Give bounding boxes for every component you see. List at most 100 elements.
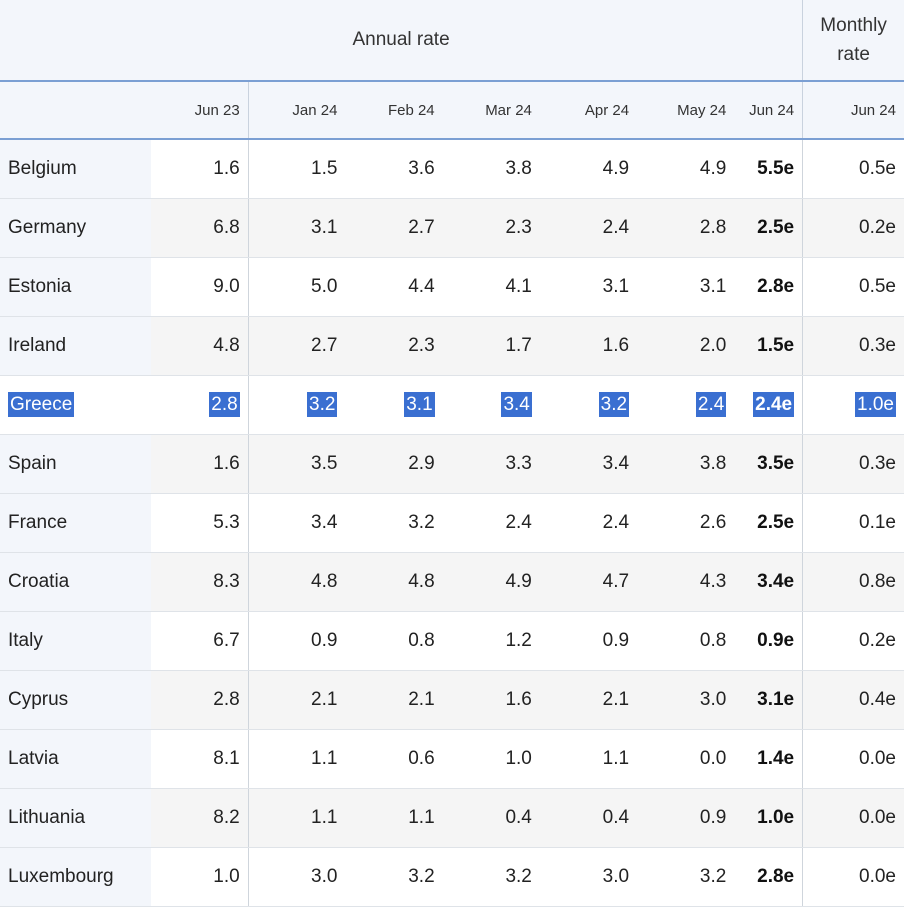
annual-rate-cell: 0.0 — [637, 729, 735, 789]
period-header: May 24 — [637, 81, 735, 140]
rate-value: 4.8 — [311, 571, 338, 592]
rate-value: 4.1 — [505, 276, 532, 297]
period-header: Mar 24 — [442, 81, 540, 140]
rate-value: 3.1 — [311, 217, 338, 238]
table-row[interactable]: Latvia 8.1 1.1 0.6 1.0 1.1 0.0 1.4e 0.0e — [0, 729, 904, 789]
rate-value: 3.2 — [408, 512, 435, 533]
rate-value: 2.5e — [757, 217, 795, 238]
rate-value: 2.9 — [408, 453, 435, 474]
rate-value: 2.7 — [408, 217, 435, 238]
rate-value: 4.7 — [602, 571, 630, 592]
annual-rate-cell: 3.8 — [637, 434, 735, 494]
period-header: Jun 24 — [802, 81, 904, 140]
annual-rate-cell: 4.9 — [442, 552, 540, 612]
rate-value: 2.8 — [213, 689, 240, 710]
annual-rate-cell: 1.4e — [734, 729, 803, 789]
rate-value: 2.3 — [505, 217, 532, 238]
rate-value: 3.1 — [602, 276, 630, 297]
rate-value: 2.8e — [757, 276, 795, 297]
rate-value: 4.8 — [213, 335, 240, 356]
table-row[interactable]: Spain 1.6 3.5 2.9 3.3 3.4 3.8 3.5e 0.3e — [0, 434, 904, 494]
rate-value: 2.7 — [311, 335, 338, 356]
rate-value: 1.5e — [757, 335, 795, 356]
annual-rate-cell: 3.2 — [637, 847, 735, 907]
rate-value: 1.1 — [602, 748, 630, 769]
annual-rate-cell: 3.3 — [442, 434, 540, 494]
country-name: Estonia — [8, 276, 72, 297]
country-cell: Latvia — [0, 729, 151, 789]
table-row[interactable]: Estonia 9.0 5.0 4.4 4.1 3.1 3.1 2.8e 0.5e — [0, 257, 904, 317]
table-row[interactable]: Belgium 1.6 1.5 3.6 3.8 4.9 4.9 5.5e 0.5e — [0, 139, 904, 199]
rate-value: 2.1 — [311, 689, 338, 710]
annual-rate-cell: 8.2 — [151, 788, 249, 848]
rate-value: 0.0e — [859, 866, 896, 887]
monthly-rate-cell: 0.0e — [802, 729, 904, 789]
annual-rate-cell: 2.4 — [637, 375, 735, 435]
rate-value: 8.3 — [213, 571, 240, 592]
annual-rate-cell: 2.8 — [151, 375, 249, 435]
rate-value: 0.1e — [859, 512, 896, 533]
table-row[interactable]: Luxembourg 1.0 3.0 3.2 3.2 3.0 3.2 2.8e 0.0e — [0, 847, 904, 907]
table-row[interactable]: Italy 6.7 0.9 0.8 1.2 0.9 0.8 0.9e 0.2e — [0, 611, 904, 671]
annual-rate-cell: 1.7 — [442, 316, 540, 376]
monthly-rate-cell: 0.0e — [802, 847, 904, 907]
table-row[interactable]: France 5.3 3.4 3.2 2.4 2.4 2.6 2.5e 0.1e — [0, 493, 904, 553]
annual-rate-cell: 1.6 — [151, 434, 249, 494]
rate-value: 4.3 — [699, 571, 727, 592]
annual-rate-cell: 6.8 — [151, 198, 249, 258]
rate-value: 4.9 — [699, 158, 727, 179]
rate-value: 4.9 — [602, 158, 630, 179]
rate-value: 2.4 — [602, 217, 630, 238]
table-row[interactable]: Cyprus 2.8 2.1 2.1 1.6 2.1 3.0 3.1e 0.4e — [0, 670, 904, 730]
monthly-rate-cell: 0.3e — [802, 434, 904, 494]
rate-value: 0.9e — [757, 630, 795, 651]
rate-value: 3.3 — [505, 453, 532, 474]
annual-rate-cell: 3.1 — [345, 375, 443, 435]
rate-value: 1.1 — [311, 748, 338, 769]
header-period-row: Jun 23 Jan 24 Feb 24 Mar 24 Apr 24 May 2… — [0, 81, 904, 140]
annual-rate-cell: 0.8 — [637, 611, 735, 671]
annual-rate-cell: 2.7 — [345, 198, 443, 258]
rate-value: 1.4e — [757, 748, 795, 769]
header-group-row: Annual rate Monthly rate — [0, 0, 904, 82]
table-row[interactable]: Lithuania 8.2 1.1 1.1 0.4 0.4 0.9 1.0e 0.0e — [0, 788, 904, 848]
rate-value: 2.8 — [699, 217, 727, 238]
country-name: Ireland — [8, 335, 67, 356]
monthly-label-line2: rate — [837, 44, 870, 65]
country-name: Cyprus — [8, 689, 69, 710]
table-row[interactable]: Germany 6.8 3.1 2.7 2.3 2.4 2.8 2.5e 0.2e — [0, 198, 904, 258]
rate-value: 3.2 — [505, 866, 532, 887]
period-header: Feb 24 — [345, 81, 443, 140]
rate-value: 2.4 — [602, 512, 630, 533]
period-header: Jan 24 — [247, 81, 346, 140]
rate-value: 3.6 — [408, 158, 435, 179]
table-header: Annual rate Monthly rate Jun 23 Jan 24 Fe… — [0, 0, 904, 140]
country-name: Lithuania — [8, 807, 86, 828]
rate-value: 3.8 — [505, 158, 532, 179]
annual-rate-cell: 3.4 — [248, 493, 346, 553]
rate-value: 2.1 — [602, 689, 630, 710]
annual-rate-cell: 2.5e — [734, 198, 803, 258]
annual-rate-cell: 2.4 — [442, 493, 540, 553]
annual-rate-cell: 1.6 — [151, 139, 249, 199]
annual-rate-cell: 3.2 — [345, 847, 443, 907]
annual-rate-cell: 3.5e — [734, 434, 803, 494]
annual-rate-cell: 0.4 — [539, 788, 638, 848]
rate-value: 3.5 — [311, 453, 338, 474]
annual-rate-cell: 2.8 — [151, 670, 249, 730]
annual-rate-cell: 3.0 — [539, 847, 638, 907]
table-body: Belgium 1.6 1.5 3.6 3.8 4.9 4.9 5.5e 0.5e Germany… — [0, 139, 904, 907]
table-row[interactable]: Greece 2.8 3.2 3.1 3.4 3.2 2.4 2.4e 1.0e — [0, 375, 904, 435]
rate-value: 0.0e — [859, 807, 896, 828]
table-row[interactable]: Ireland 4.8 2.7 2.3 1.7 1.6 2.0 1.5e 0.3e — [0, 316, 904, 376]
rate-value: 0.4e — [859, 689, 896, 710]
annual-rate-cell: 1.1 — [248, 788, 346, 848]
rate-value: 0.5e — [859, 158, 896, 179]
country-cell: Estonia — [0, 257, 151, 317]
rate-value: 0.2e — [859, 630, 896, 651]
annual-rate-cell: 2.1 — [248, 670, 346, 730]
annual-rate-cell: 3.4 — [442, 375, 540, 435]
annual-rate-cell: 1.6 — [442, 670, 540, 730]
table-row[interactable]: Croatia 8.3 4.8 4.8 4.9 4.7 4.3 3.4e 0.8e — [0, 552, 904, 612]
rate-value: 3.5e — [757, 453, 795, 474]
